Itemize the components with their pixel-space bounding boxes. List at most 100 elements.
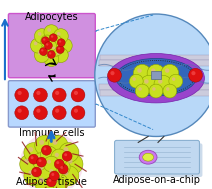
Circle shape	[42, 145, 51, 155]
Circle shape	[53, 48, 68, 63]
Circle shape	[44, 52, 59, 67]
Circle shape	[34, 29, 49, 43]
Circle shape	[46, 40, 57, 51]
Circle shape	[56, 161, 59, 164]
Circle shape	[52, 46, 55, 50]
Circle shape	[44, 150, 49, 154]
Circle shape	[40, 146, 57, 163]
Circle shape	[47, 55, 51, 59]
Circle shape	[38, 32, 42, 36]
Circle shape	[74, 109, 78, 113]
Circle shape	[60, 166, 63, 169]
Circle shape	[41, 44, 53, 56]
Circle shape	[44, 25, 59, 40]
Circle shape	[63, 154, 83, 174]
Ellipse shape	[116, 58, 197, 96]
Circle shape	[191, 71, 195, 75]
FancyBboxPatch shape	[99, 84, 212, 90]
Circle shape	[147, 64, 165, 82]
Circle shape	[71, 88, 85, 102]
Circle shape	[31, 38, 45, 53]
Circle shape	[52, 38, 55, 41]
Circle shape	[57, 39, 65, 47]
Circle shape	[58, 47, 60, 50]
Circle shape	[35, 173, 54, 189]
Circle shape	[161, 64, 179, 82]
Circle shape	[15, 106, 29, 120]
Circle shape	[56, 46, 64, 53]
Circle shape	[138, 87, 142, 91]
Circle shape	[45, 42, 52, 50]
Circle shape	[133, 64, 151, 82]
Circle shape	[163, 84, 177, 98]
Ellipse shape	[108, 53, 204, 103]
Circle shape	[59, 143, 79, 162]
Circle shape	[53, 29, 68, 43]
Circle shape	[61, 42, 64, 45]
Circle shape	[20, 132, 83, 189]
Ellipse shape	[143, 153, 153, 161]
Circle shape	[108, 68, 121, 82]
Circle shape	[149, 84, 163, 98]
Circle shape	[54, 159, 64, 169]
Circle shape	[169, 74, 183, 88]
Circle shape	[39, 166, 43, 170]
Circle shape	[53, 140, 58, 145]
Circle shape	[45, 165, 62, 182]
Circle shape	[57, 51, 60, 55]
Circle shape	[52, 106, 66, 120]
FancyBboxPatch shape	[100, 90, 212, 96]
Circle shape	[58, 164, 68, 174]
Text: Adipose-on-a-chip: Adipose-on-a-chip	[113, 175, 201, 185]
Circle shape	[42, 37, 49, 45]
Circle shape	[36, 91, 40, 95]
Circle shape	[46, 177, 56, 187]
Circle shape	[189, 68, 202, 82]
Circle shape	[36, 109, 40, 113]
Circle shape	[32, 167, 42, 177]
Circle shape	[43, 147, 46, 150]
Circle shape	[137, 68, 142, 73]
Circle shape	[48, 179, 51, 182]
Circle shape	[95, 14, 212, 136]
FancyBboxPatch shape	[99, 60, 212, 66]
FancyBboxPatch shape	[100, 54, 212, 60]
Text: Adipose tissue: Adipose tissue	[16, 177, 87, 187]
Circle shape	[41, 35, 53, 48]
Circle shape	[18, 109, 22, 113]
Circle shape	[35, 136, 54, 155]
Circle shape	[39, 159, 42, 162]
Circle shape	[55, 153, 59, 157]
Circle shape	[24, 166, 44, 186]
Circle shape	[57, 38, 72, 53]
Circle shape	[36, 156, 40, 161]
Circle shape	[154, 75, 172, 93]
FancyBboxPatch shape	[8, 14, 95, 78]
Circle shape	[15, 88, 29, 102]
Circle shape	[51, 35, 53, 38]
Circle shape	[48, 173, 68, 189]
Circle shape	[152, 87, 156, 91]
Circle shape	[53, 159, 70, 175]
Circle shape	[59, 40, 61, 43]
Circle shape	[24, 159, 29, 164]
Circle shape	[68, 159, 73, 164]
Circle shape	[39, 48, 47, 56]
FancyBboxPatch shape	[8, 81, 95, 127]
Circle shape	[132, 77, 136, 81]
Circle shape	[34, 48, 49, 63]
Circle shape	[49, 44, 62, 56]
Circle shape	[64, 153, 67, 156]
Circle shape	[33, 153, 49, 170]
Circle shape	[52, 88, 66, 102]
Circle shape	[63, 147, 68, 152]
Circle shape	[31, 156, 33, 159]
Circle shape	[57, 162, 61, 167]
Circle shape	[48, 136, 68, 155]
Circle shape	[158, 79, 162, 84]
Circle shape	[28, 170, 33, 175]
Circle shape	[110, 71, 114, 75]
Circle shape	[51, 173, 54, 176]
Circle shape	[28, 147, 33, 152]
Circle shape	[53, 177, 58, 182]
